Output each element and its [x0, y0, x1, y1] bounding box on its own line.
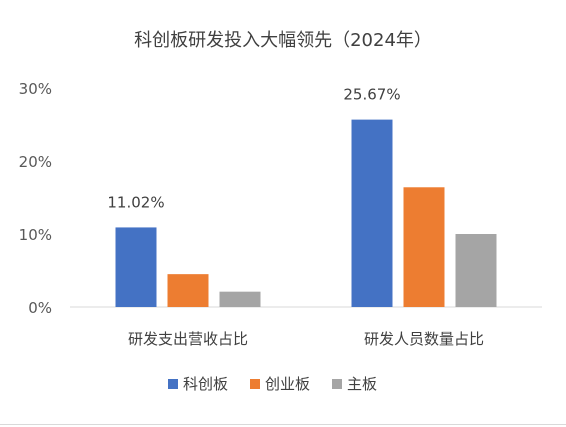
legend-label: 创业板	[265, 375, 310, 393]
legend-label: 主板	[347, 375, 377, 393]
data-labels: 11.02% 25.67%	[107, 86, 400, 212]
bars	[115, 119, 497, 307]
x-category-label: 研发支出营收占比	[128, 330, 248, 348]
legend-label: 科创板	[183, 375, 228, 393]
legend-swatch	[332, 379, 342, 389]
bar-2-2	[403, 187, 445, 307]
y-tick-label: 30%	[19, 80, 52, 98]
y-tick-label: 0%	[28, 299, 52, 317]
bar-3-2	[455, 234, 497, 307]
y-tick-label: 10%	[19, 226, 52, 244]
chart-title: 科创板研发投入大幅领先（2024年）	[134, 30, 432, 51]
bar-2-1	[167, 274, 209, 307]
legend-swatch	[168, 379, 178, 389]
bar-3-1	[219, 291, 261, 307]
y-axis: 0% 10% 20% 30%	[19, 80, 52, 317]
y-tick-label: 20%	[19, 153, 52, 171]
x-axis: 研发支出营收占比 研发人员数量占比	[128, 330, 484, 348]
bar-1-2	[351, 119, 393, 307]
data-label: 11.02%	[107, 193, 164, 211]
legend: 科创板 创业板 主板	[168, 375, 377, 393]
legend-swatch	[250, 379, 260, 389]
bar-1-1	[115, 227, 157, 307]
bottom-divider	[0, 424, 566, 425]
x-category-label: 研发人员数量占比	[364, 330, 484, 348]
data-label: 25.67%	[343, 86, 400, 104]
